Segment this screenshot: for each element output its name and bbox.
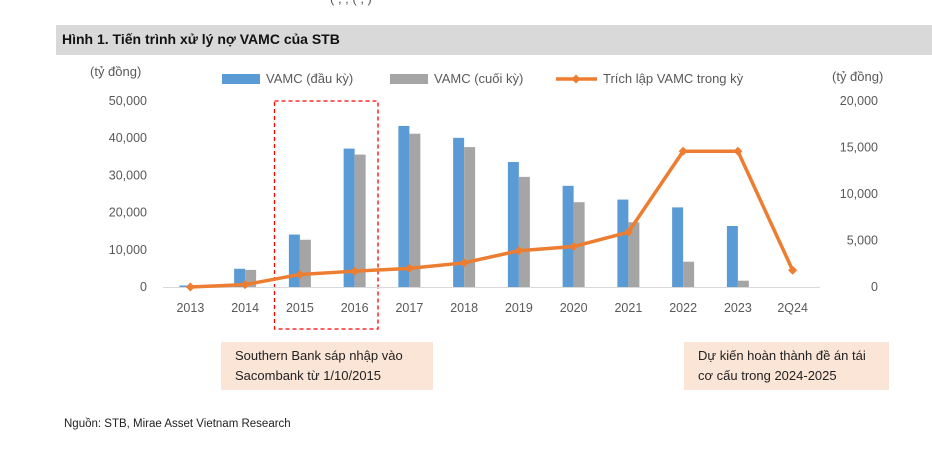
note-restructuring-completion: Dự kiến hoàn thành đề án tái cơ cấu tron… (684, 342, 889, 390)
right-axis-tick-label: 5,000 (847, 234, 878, 248)
line-point-marker (678, 146, 688, 156)
left-axis-tick-label: 10,000 (109, 243, 147, 257)
x-axis-tick-label: 2018 (450, 301, 478, 315)
line-point-marker (240, 280, 250, 290)
x-axis-tick-label: 2017 (395, 301, 423, 315)
bar-end-of-period (245, 269, 257, 287)
x-axis-tick-label: 2019 (505, 301, 533, 315)
bar-end-of-period (518, 176, 530, 287)
bar-start-of-period (672, 207, 684, 287)
x-axis-tick-label: 2023 (724, 301, 752, 315)
line-provision-vamc (190, 149, 795, 289)
bar-end-of-period (299, 239, 311, 287)
right-axis-tick-label: 10,000 (840, 187, 878, 201)
left-axis-tick-label: 30,000 (109, 168, 147, 182)
note-southern-bank-merger: Southern Bank sáp nhập vào Sacombank từ … (221, 342, 433, 390)
figure-title: Hình 1. Tiến trình xử lý nợ VAMC của STB (62, 31, 340, 47)
legend-swatch-end (390, 74, 428, 84)
bar-end-of-period (409, 133, 421, 287)
bar-start-of-period (398, 125, 410, 287)
legend-label-start: VAMC (đầu kỳ) (266, 71, 353, 86)
bar-start-of-period (234, 268, 246, 287)
bar-start-of-period (617, 199, 629, 287)
left-axis-tick-label: 20,000 (109, 206, 147, 220)
top-cropped-text: ( , ; ( , ) (0, 0, 932, 8)
bar-end-of-period (737, 280, 749, 287)
bar-start-of-period (507, 162, 519, 287)
figure-header: Hình 1. Tiến trình xử lý nợ VAMC của STB (56, 25, 932, 55)
line-point-marker (733, 146, 743, 156)
bar-end-of-period (683, 261, 695, 287)
bar-start-of-period (726, 225, 738, 287)
left-axis-unit: (tỷ đồng) (90, 64, 141, 79)
line-point-marker (623, 227, 633, 237)
x-axis-tick-label: 2016 (341, 301, 369, 315)
bar-end-of-period (628, 222, 640, 287)
left-axis-tick-label: 40,000 (109, 131, 147, 145)
line-point-marker (459, 258, 469, 268)
top-cropped-text-content: ( , ; ( , ) (330, 0, 372, 6)
bar-start-of-period (288, 234, 300, 287)
x-axis-tick-label: 2Q24 (777, 301, 808, 315)
line-point-marker (350, 266, 360, 276)
source-note: Nguồn: STB, Mirae Asset Vietnam Research (64, 418, 291, 430)
bar-start-of-period (343, 148, 355, 287)
x-axis-tick-label: 2022 (669, 301, 697, 315)
x-axis-tick-label: 2014 (231, 301, 259, 315)
right-axis-tick-label: 20,000 (840, 94, 878, 108)
line-point-marker (569, 242, 579, 252)
x-axis-tick-label: 2020 (560, 301, 588, 315)
right-axis-unit: (tỷ đồng) (832, 69, 883, 84)
bar-end-of-period (464, 147, 476, 287)
right-axis-tick-label: 0 (871, 280, 878, 294)
x-axis-tick-label: 2015 (286, 301, 314, 315)
line-point-marker (295, 269, 305, 279)
bar-end-of-period (354, 154, 366, 287)
legend-marker-line (571, 74, 581, 84)
highlight-box-2015-2016 (273, 100, 379, 330)
line-point-marker (788, 265, 798, 275)
left-axis-tick-label: 50,000 (109, 94, 147, 108)
line-point-marker (185, 282, 195, 292)
bar-start-of-period (562, 185, 574, 287)
left-axis-tick-label: 0 (140, 280, 147, 294)
x-axis-tick-label: 2021 (614, 301, 642, 315)
bar-start-of-period (179, 285, 191, 287)
right-axis-tick-label: 15,000 (840, 141, 878, 155)
bar-start-of-period (453, 137, 465, 287)
x-axis-tick-label: 2013 (176, 301, 204, 315)
line-point-marker (514, 246, 524, 256)
legend-label-end: VAMC (cuối kỳ) (434, 71, 523, 86)
legend-label-line: Trích lập VAMC trong kỳ (603, 71, 744, 86)
line-point-marker (404, 263, 414, 273)
legend-swatch-start (222, 74, 260, 84)
